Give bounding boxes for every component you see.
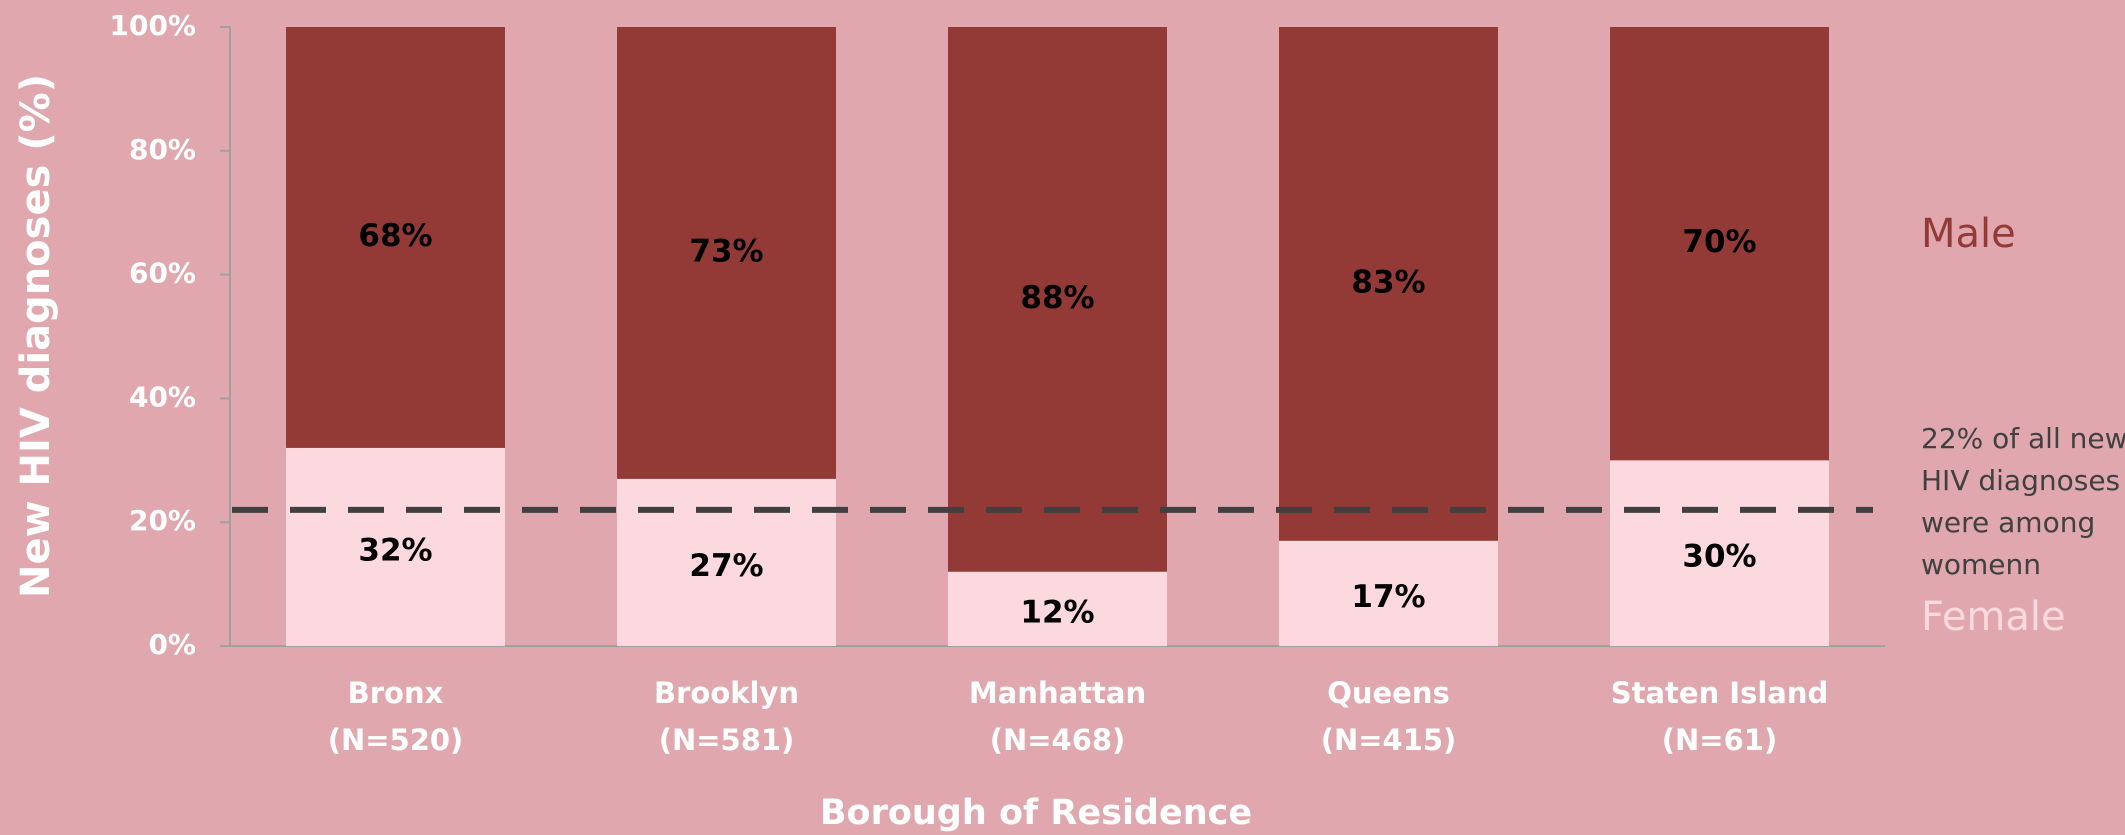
bar-segment <box>948 571 1167 646</box>
bar-segment <box>948 27 1167 572</box>
bar-segment <box>1610 27 1829 461</box>
data-label: 73% <box>689 233 763 269</box>
y-tick-label: 40% <box>129 380 196 413</box>
x-tick-label: Brooklyn <box>654 676 799 710</box>
data-label: 88% <box>1020 280 1094 316</box>
y-tick-label: 20% <box>129 504 196 537</box>
x-tick-label: Queens <box>1327 676 1450 710</box>
x-tick-label: (N=581) <box>659 723 795 757</box>
y-tick-label: 80% <box>129 133 196 166</box>
x-tick-label: (N=61) <box>1662 723 1777 757</box>
annotation: HIV diagnoses <box>1921 464 2120 497</box>
data-label: 68% <box>358 218 432 254</box>
annotation: 22% of all new <box>1921 422 2125 455</box>
x-tick-label: (N=468) <box>990 723 1126 757</box>
annotation: womenn <box>1921 548 2041 581</box>
data-label: 12% <box>1020 594 1094 630</box>
bar-segment <box>1279 540 1498 646</box>
annotation: were among <box>1921 506 2095 539</box>
y-tick-label: 100% <box>109 9 196 42</box>
bar-segment <box>286 27 505 448</box>
data-label: 70% <box>1682 224 1756 260</box>
legend-label: Female <box>1921 594 2066 640</box>
bar-segment <box>617 27 836 479</box>
x-tick-label: Manhattan <box>969 676 1146 710</box>
x-tick-label: Bronx <box>348 676 444 710</box>
data-label: 17% <box>1351 579 1425 615</box>
legend-label: Male <box>1921 211 2016 257</box>
data-label: 30% <box>1682 539 1756 575</box>
bar-segment <box>617 478 836 646</box>
y-axis-label: New HIV diagnoses (%) <box>13 74 59 598</box>
x-tick-label: (N=415) <box>1321 723 1457 757</box>
data-label: 27% <box>689 548 763 584</box>
data-label: 83% <box>1351 264 1425 300</box>
x-tick-label: Staten Island <box>1611 676 1829 710</box>
bar-segment <box>1279 27 1498 541</box>
x-axis-label: Borough of Residence <box>820 793 1252 833</box>
data-label: 32% <box>358 532 432 568</box>
bar-segment <box>286 447 505 646</box>
y-tick-label: 0% <box>148 628 196 661</box>
bar-segment <box>1610 460 1829 646</box>
y-tick-label: 60% <box>129 257 196 290</box>
x-tick-label: (N=520) <box>328 723 464 757</box>
